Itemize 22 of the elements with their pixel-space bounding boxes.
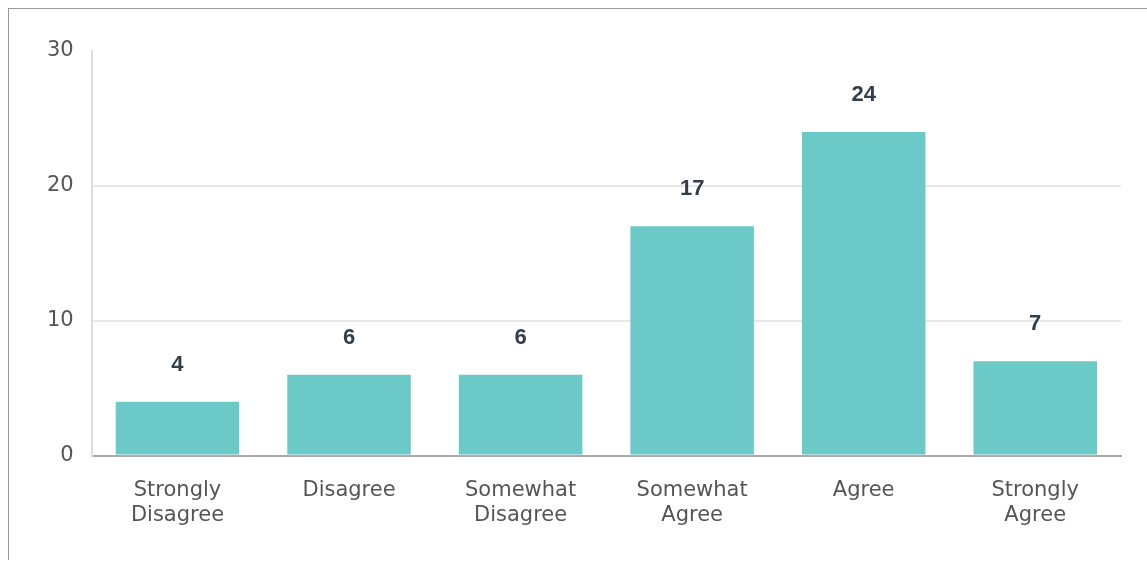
x-tick-label: Agree xyxy=(832,476,895,501)
bar xyxy=(801,131,926,455)
y-tick-label: 30 xyxy=(46,37,74,62)
bar xyxy=(287,374,411,455)
data-label: 6 xyxy=(342,323,356,349)
x-tick-label: Somewhat Disagree xyxy=(465,476,577,526)
data-label: 17 xyxy=(679,175,705,201)
bar xyxy=(458,374,583,455)
y-tick-label: 10 xyxy=(46,307,74,332)
bar xyxy=(115,401,240,455)
y-tick-label: 20 xyxy=(46,172,74,197)
x-tick-label: Strongly Disagree xyxy=(130,476,225,526)
data-label: 6 xyxy=(514,323,527,349)
data-label: 24 xyxy=(851,80,877,106)
y-tick-label: 0 xyxy=(60,442,74,467)
x-tick-label: Somewhat Agree xyxy=(636,476,748,526)
x-tick-label: Disagree xyxy=(302,476,396,501)
bar xyxy=(630,226,754,455)
data-label: 4 xyxy=(171,350,185,376)
x-tick-label: Strongly Agree xyxy=(991,476,1079,526)
data-label: 7 xyxy=(1029,310,1042,336)
bar xyxy=(973,361,1097,455)
